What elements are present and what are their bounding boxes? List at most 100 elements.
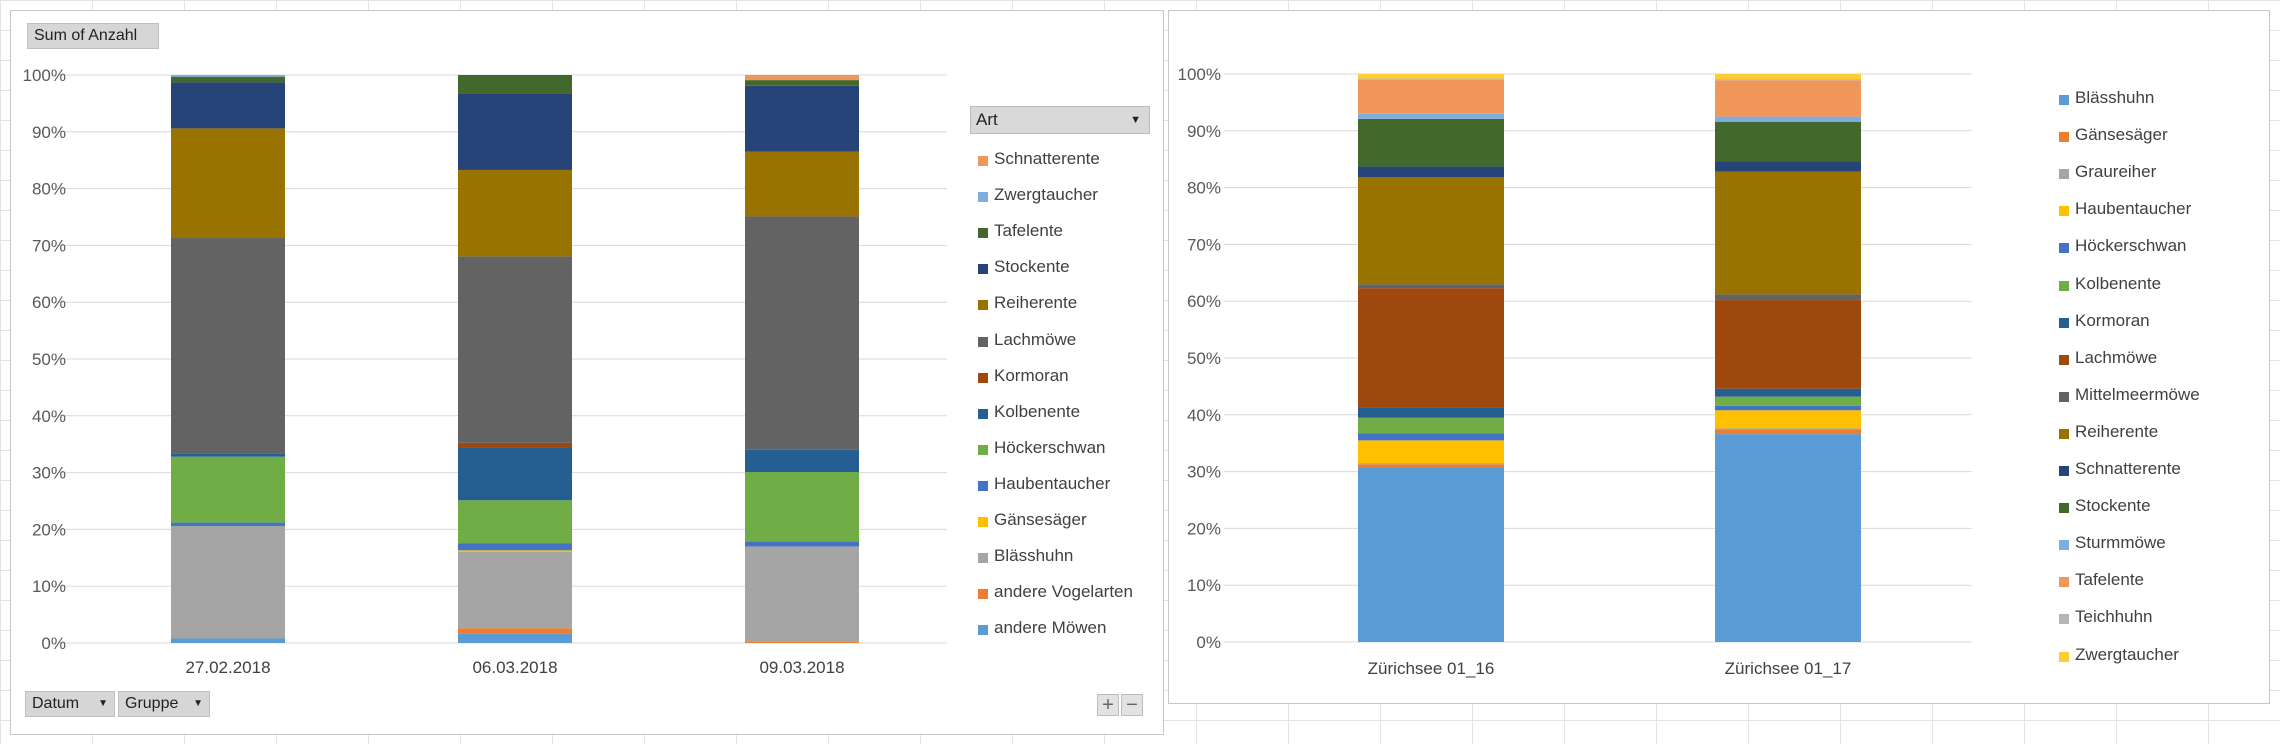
datum-button-label: Datum — [32, 695, 80, 712]
field-button-label: Sum of Anzahl — [34, 27, 138, 44]
legend-label-andere-moewen: andere Möwen — [994, 618, 1107, 638]
bar-segment-lachmoewe — [458, 256, 572, 443]
gruppe-button-label: Gruppe — [125, 695, 179, 712]
legend-label-haubentaucher: Haubentaucher — [994, 473, 1111, 493]
gruppe-field-button[interactable]: Gruppe ▼ — [118, 691, 210, 717]
bar-segment-stockente — [745, 85, 859, 152]
bar-segment-zwergtaucher — [171, 75, 285, 77]
legend-label-blaesshuhn: Blässhuhn — [2075, 88, 2155, 107]
y-tick-label: 100% — [1178, 65, 1221, 84]
bar-segment-teichhuhn — [1358, 78, 1504, 80]
bar-segment-haubentaucher — [458, 543, 572, 551]
bar-segment-tafelente — [171, 76, 285, 83]
art-legend-filter-button[interactable]: Art ▼ — [970, 106, 1150, 134]
bar-segment-graureiher — [1715, 428, 1861, 430]
bar-segment-reiherente — [1358, 177, 1504, 285]
bar-segment-tafelente — [745, 80, 859, 86]
legend-label-andere-vogelarten: andere Vogelarten — [994, 582, 1133, 602]
legend-label-tafelente: Tafelente — [994, 221, 1063, 241]
bar-segment-reiherente — [171, 128, 285, 239]
bar-segment-tafelente — [1715, 80, 1861, 117]
legend-swatch-kolbenente — [978, 408, 988, 419]
legend-label-kormoran: Kormoran — [994, 365, 1069, 385]
bar-segment-tafelente — [458, 75, 572, 94]
y-tick-label: 10% — [32, 577, 66, 596]
legend-label-graureiher: Graureiher — [2075, 162, 2157, 182]
collapse-field-button[interactable]: − — [1121, 694, 1143, 716]
bar-segment-lachmoewe — [745, 216, 859, 450]
y-tick-label: 20% — [1187, 519, 1221, 538]
sum-of-anzahl-field-button[interactable]: Sum of Anzahl — [27, 23, 159, 49]
bar-segment-kormoran — [1715, 388, 1861, 397]
x-tick-label: 09.03.2018 — [759, 658, 844, 677]
legend-swatch-schnatterente — [978, 156, 988, 166]
bar-segment-hoeckerschwan — [745, 472, 859, 542]
y-tick-label: 60% — [32, 293, 66, 312]
bar-segment-hoeckerschwan — [171, 456, 285, 523]
legend-swatch-graureiher — [2059, 169, 2069, 180]
y-tick-label: 10% — [1187, 576, 1221, 595]
legend-swatch-kormoran — [2059, 317, 2069, 328]
y-tick-label: 30% — [32, 464, 66, 483]
bar-segment-andere-vogelarten — [745, 641, 859, 643]
right-stacked-bar-chart: 0% 10% 20% 30% 40% 50% 60% 70% 80% 90% 100% Zürichs… — [1178, 65, 1972, 678]
dropdown-arrow-icon: ▼ — [1130, 114, 1141, 126]
legend-label-hoeckerschwan: Höckerschwan — [2075, 236, 2187, 256]
y-tick-label: 20% — [32, 520, 66, 539]
legend-swatch-lachmoewe — [2059, 354, 2069, 365]
bar-segment-blaesshuhn — [1715, 434, 1861, 642]
bar-segment-blaesshuhn — [1358, 467, 1504, 642]
legend-swatch-kolbenente — [2059, 280, 2069, 291]
bar-segment-hoeckerschwan — [458, 500, 572, 544]
legend-swatch-reiherente — [978, 300, 988, 311]
bar-segment-reiherente — [458, 169, 572, 257]
bar-segment-mittelmeermoewe — [1358, 284, 1504, 289]
legend-swatch-blaesshuhn — [978, 553, 988, 564]
bar-segment-stockente — [1358, 118, 1504, 167]
legend-label-kolbenente: Kolbenente — [2075, 273, 2162, 293]
bar-segment-kormoran — [1358, 407, 1504, 418]
bar-segment-schnatterente — [745, 75, 859, 81]
bar-segment-stockente — [171, 82, 285, 129]
y-tick-label: 80% — [32, 180, 66, 199]
legend-swatch-hoeckerschwan — [978, 444, 988, 455]
comparison-chart-panel[interactable]: 0% 10% 20% 30% 40% 50% 60% 70% 80% 90% 100% Zürichs… — [1168, 10, 2270, 704]
legend-swatch-gaensesaeger — [2059, 132, 2069, 143]
bar-segment-hoeckerschwan — [1358, 433, 1504, 441]
y-tick-label: 60% — [1187, 292, 1221, 311]
bar-segment-haubentaucher — [1715, 410, 1861, 429]
bar-segment-hoeckerschwan — [1715, 405, 1861, 411]
legend-swatch-andere-moewen — [978, 625, 988, 636]
pivot-chart-panel[interactable]: Sum of Anzahl 0% 10% 20% 30% 40% 50% 60% 70% 80%… — [10, 10, 1164, 735]
legend-swatch-zwergtaucher — [978, 192, 988, 203]
legend-label-reiherente: Reiherente — [2075, 421, 2159, 441]
expand-field-button[interactable]: + — [1097, 694, 1119, 716]
legend-swatch-hoeckerschwan — [2059, 243, 2069, 254]
bar-segment-andere-vogelarten — [458, 628, 572, 634]
y-tick-label: 40% — [32, 407, 66, 426]
bar-segment-lachmoewe — [1358, 288, 1504, 408]
legend-header-label: Art — [976, 110, 998, 129]
legend-swatch-zwergtaucher — [2059, 651, 2069, 662]
bar-segment-blaesshuhn — [171, 525, 285, 639]
y-tick-label: 90% — [32, 123, 66, 142]
y-tick-label: 70% — [1187, 235, 1221, 254]
legend-label-schnatterente: Schnatterente — [994, 149, 1100, 168]
y-tick-label: 40% — [1187, 406, 1221, 425]
legend-label-stockente: Stockente — [994, 257, 1070, 277]
legend-swatch-mittelmeermoewe — [2059, 391, 2069, 402]
bar-segment-andere-moewen — [458, 633, 572, 643]
bar-segment-teichhuhn — [1715, 79, 1861, 81]
left-stacked-bar-chart: 0% 10% 20% 30% 40% 50% 60% 70% 80% 90% 100% 27.02.2… — [23, 66, 947, 677]
bar-segment-kolbenente — [745, 449, 859, 473]
y-tick-label: 0% — [41, 634, 66, 653]
dropdown-arrow-icon: ▼ — [193, 698, 203, 709]
bar-segment-andere-moewen — [171, 638, 285, 643]
bar-segment-blaesshuhn — [745, 546, 859, 642]
bar-segment-blaesshuhn — [458, 552, 572, 629]
datum-field-button[interactable]: Datum ▼ — [25, 691, 115, 717]
bar-segment-kolbenente — [1358, 417, 1504, 434]
legend-label-gaensesaeger: Gänsesäger — [994, 510, 1087, 529]
bar-segment-zwergtaucher — [1358, 74, 1504, 79]
legend-label-teichhuhn: Teichhuhn — [2075, 607, 2153, 627]
